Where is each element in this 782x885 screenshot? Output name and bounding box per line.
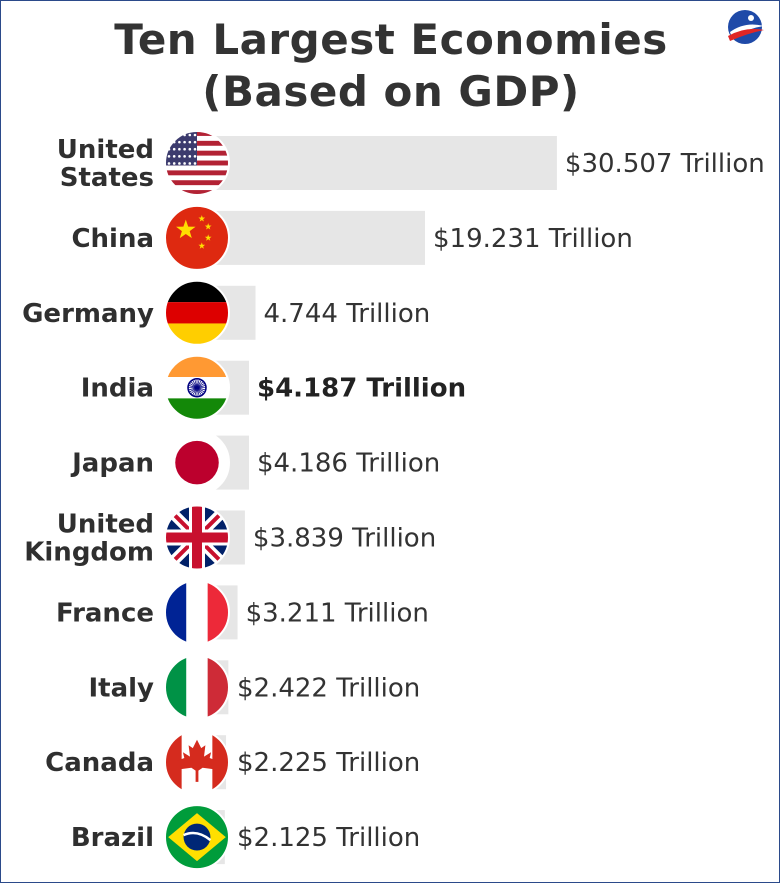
us-flag-icon xyxy=(165,131,229,195)
flags-layer xyxy=(164,130,230,871)
chart-title-line-1: Ten Largest Economies xyxy=(114,15,668,64)
category-label: Japan xyxy=(70,449,154,479)
flag-ring xyxy=(164,429,230,496)
category-label: Canada xyxy=(45,748,154,778)
data-label: $3.839 Trillion xyxy=(253,524,436,554)
data-label: $2.225 Trillion xyxy=(237,748,420,778)
brand-logo-icon xyxy=(728,10,764,44)
data-label: 4.744 Trillion xyxy=(264,299,431,329)
category-label: China xyxy=(71,224,154,254)
brazil-flag-icon xyxy=(165,805,229,870)
chart-title: Ten Largest Economies (Based on GDP) xyxy=(0,14,782,118)
category-label: United States xyxy=(57,135,154,193)
uk-flag-icon xyxy=(165,505,229,570)
flag-ring xyxy=(164,729,230,796)
data-label: $30.507 Trillion xyxy=(565,149,765,179)
data-label: $4.187 Trillion xyxy=(257,374,466,404)
bar xyxy=(200,136,557,190)
chart-title-line-2: (Based on GDP) xyxy=(202,67,580,116)
japan-flag-icon xyxy=(165,430,229,495)
flag-ring xyxy=(164,279,230,346)
data-label: $19.231 Trillion xyxy=(433,224,633,254)
category-label: United Kingdom xyxy=(24,510,154,568)
data-label: $2.125 Trillion xyxy=(237,823,420,853)
flag-ring xyxy=(164,654,230,721)
flag-ring xyxy=(164,504,230,571)
data-label: $3.211 Trillion xyxy=(246,598,429,628)
flag-ring xyxy=(164,130,230,196)
category-label: France xyxy=(56,598,154,628)
category-label: Brazil xyxy=(71,823,154,853)
data-label: $2.422 Trillion xyxy=(237,673,420,703)
flag-ring xyxy=(164,354,230,421)
category-label: Germany xyxy=(22,299,154,329)
data-label: $4.186 Trillion xyxy=(257,449,440,479)
category-label: India xyxy=(81,374,154,404)
flag-ring xyxy=(164,579,230,646)
flag-ring xyxy=(164,204,230,271)
china-flag-icon xyxy=(165,205,229,270)
category-label: Italy xyxy=(88,673,154,703)
labels-layer: United States $30.507 Trillion China $19.231… xyxy=(22,135,765,853)
flag-ring xyxy=(164,804,230,871)
bar xyxy=(200,210,426,265)
